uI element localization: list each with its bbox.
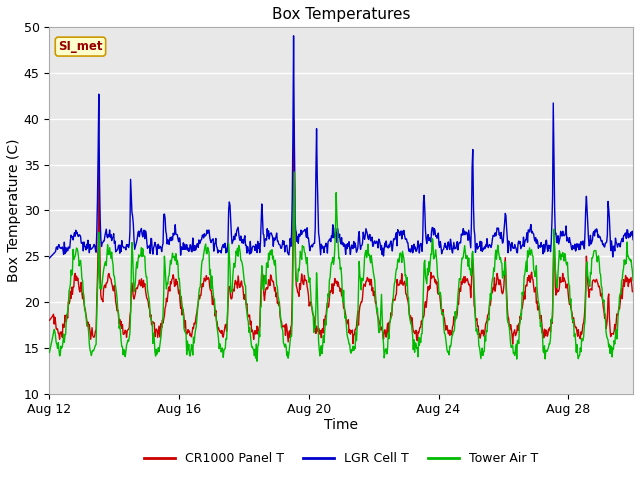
Legend: CR1000 Panel T, LGR Cell T, Tower Air T: CR1000 Panel T, LGR Cell T, Tower Air T: [139, 447, 543, 470]
X-axis label: Time: Time: [324, 418, 358, 432]
Y-axis label: Box Temperature (C): Box Temperature (C): [7, 139, 21, 282]
Title: Box Temperatures: Box Temperatures: [272, 7, 410, 22]
Text: SI_met: SI_met: [58, 40, 102, 53]
